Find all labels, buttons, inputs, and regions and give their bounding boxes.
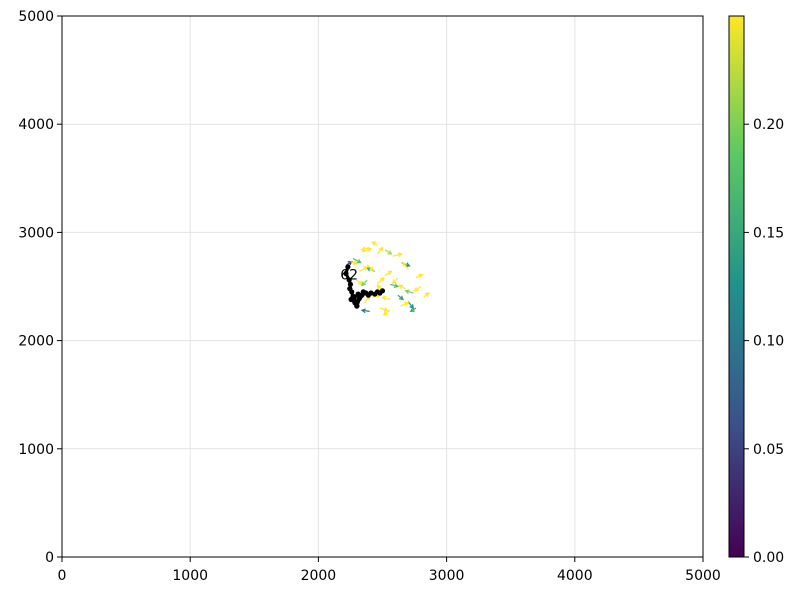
x-tick-label: 2000 — [301, 568, 337, 584]
vector-arrow — [379, 307, 389, 312]
vector-arrow — [398, 284, 406, 290]
vector-arrow — [350, 260, 359, 266]
vector-arrow — [352, 257, 362, 264]
x-tick-label: 1000 — [172, 568, 208, 584]
trajectory-point — [349, 289, 355, 295]
annotation-layer: 62 — [340, 268, 358, 284]
colorbar — [728, 15, 745, 558]
vector-arrow — [376, 276, 385, 285]
vector-arrow — [361, 279, 368, 287]
vector-arrow — [390, 283, 400, 288]
y-tick-label: 3000 — [18, 225, 54, 241]
colorbar-tick-label: 0.10 — [753, 334, 784, 350]
x-tick-label: 5000 — [685, 568, 721, 584]
vector-arrow — [400, 301, 410, 307]
colorbar-tick-label: 0.05 — [753, 442, 784, 458]
trajectory-layer — [343, 264, 386, 309]
colorbar-axis: 0.00 0.05 0.10 0.15 0.20 — [744, 117, 784, 566]
y-axis: 0 1000 2000 3000 4000 5000 — [18, 9, 62, 566]
vector-arrow — [360, 308, 370, 314]
x-axis: 0 1000 2000 3000 4000 5000 — [58, 557, 721, 584]
vector-arrow — [407, 301, 415, 310]
y-tick-label: 2000 — [18, 334, 54, 350]
trajectory-point — [359, 292, 365, 298]
colorbar-tick-label: 0.00 — [753, 550, 784, 566]
y-tick-label: 4000 — [18, 117, 54, 133]
vector-arrow — [382, 309, 391, 316]
y-tick-label: 0 — [45, 550, 54, 566]
trajectory-point — [346, 277, 352, 283]
y-tick-label: 5000 — [18, 9, 54, 25]
trajectory-point — [345, 264, 351, 270]
trajectory-point — [343, 270, 349, 277]
vector-arrow — [384, 270, 393, 277]
trajectory-point — [347, 281, 354, 287]
vector-arrow — [381, 295, 391, 301]
trajectory-point — [351, 294, 357, 300]
vector-arrow — [384, 249, 393, 255]
trajectory-point — [379, 288, 386, 294]
colorbar-tick-label: 0.20 — [753, 117, 784, 133]
trajectory-point — [354, 303, 360, 309]
vector-arrow — [359, 266, 369, 272]
vector-arrow — [360, 246, 370, 252]
vector-arrow — [376, 246, 384, 255]
vector-arrow — [423, 292, 430, 298]
plot-grid — [61, 15, 704, 558]
vector-arrow — [415, 273, 424, 279]
vector-arrow — [404, 289, 414, 295]
x-tick-label: 4000 — [557, 568, 593, 584]
x-tick-label: 3000 — [429, 568, 465, 584]
vector-arrow — [397, 294, 404, 301]
plot-frame — [61, 15, 704, 558]
colorbar-tick-label: 0.15 — [753, 225, 784, 241]
vector-arrow — [409, 307, 417, 313]
vector-arrow — [391, 277, 399, 285]
x-tick-label: 0 — [58, 568, 67, 584]
vector-arrow — [392, 252, 403, 258]
y-tick-label: 1000 — [18, 442, 54, 458]
vector-arrow — [371, 241, 378, 246]
vector-arrow — [366, 264, 375, 272]
point-annotation: 62 — [340, 268, 358, 284]
vector-arrow — [413, 286, 422, 292]
vector-arrow — [402, 261, 409, 270]
